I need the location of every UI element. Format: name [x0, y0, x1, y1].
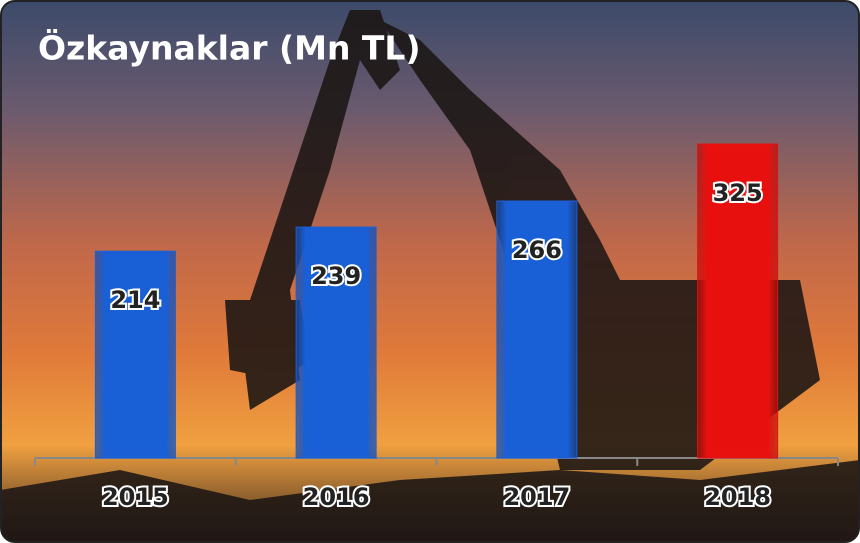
value-label: 239: [311, 262, 361, 290]
page: Özkaynaklar (Mn TL) 214 2015 239 2016 266 201…: [0, 0, 860, 543]
chart-title: Özkaynaklar (Mn TL): [38, 28, 421, 68]
value-label: 325: [713, 179, 763, 207]
chart: Özkaynaklar (Mn TL) 214 2015 239 2016 266 201…: [0, 0, 860, 543]
value-label: 266: [512, 236, 562, 264]
x-tick-label: 2017: [503, 483, 570, 511]
x-tick-label: 2016: [303, 483, 370, 511]
x-tick-label: 2015: [102, 483, 169, 511]
x-tick-label: 2018: [704, 483, 771, 511]
value-label: 214: [110, 286, 160, 314]
